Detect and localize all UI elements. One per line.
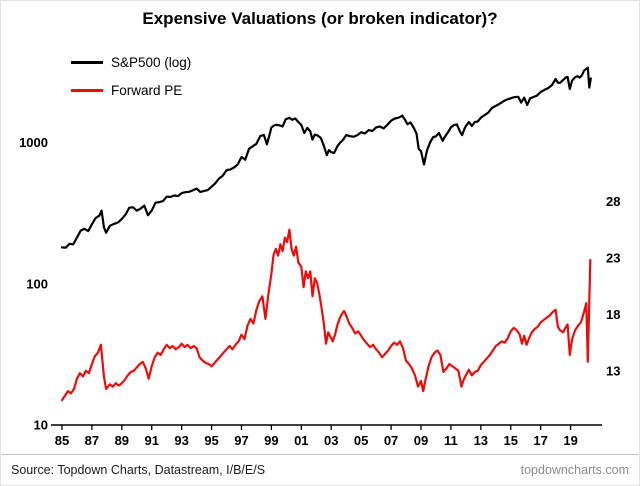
plot-area: 85 87 89 91 93 95 97 99 01 03 05 07 09 11 13 15 17 19 10 10… <box>1 41 639 456</box>
source-attribution: Source: Topdown Charts, Datastream, I/B/… <box>11 463 266 477</box>
right-tick-label: 23 <box>606 250 620 265</box>
x-tick-label: 87 <box>85 433 99 448</box>
legend-item-sp500: S&P500 (log) <box>71 55 191 70</box>
left-tick-label: 10 <box>34 418 48 433</box>
left-tick-label: 1000 <box>19 135 48 150</box>
x-tick-label: 11 <box>444 433 458 448</box>
sp500-line <box>60 66 592 249</box>
chart-svg: 85 87 89 91 93 95 97 99 01 03 05 07 09 11 13 15 17 19 10 10… <box>19 66 620 448</box>
x-tick-label: 95 <box>204 433 218 448</box>
x-tick-label: 09 <box>414 433 428 448</box>
right-tick-label: 18 <box>606 307 620 322</box>
x-tick-label: 05 <box>354 433 368 448</box>
x-tick-label: 17 <box>533 433 547 448</box>
chart-title: Expensive Valuations (or broken indicato… <box>142 9 498 28</box>
x-tick-label: 97 <box>234 433 248 448</box>
x-tick-label: 15 <box>504 433 518 448</box>
x-tick-label: 93 <box>174 433 188 448</box>
right-tick-label: 28 <box>606 194 620 209</box>
x-tick-label: 07 <box>384 433 398 448</box>
legend: S&P500 (log) Forward PE <box>71 55 191 98</box>
footer: Source: Topdown Charts, Datastream, I/B/… <box>1 454 639 485</box>
x-tick-label: 89 <box>115 433 129 448</box>
x-tick-label: 99 <box>264 433 278 448</box>
x-tick-label: 91 <box>145 433 159 448</box>
sp500-legend-label: S&P500 (log) <box>111 55 192 70</box>
legend-item-forward-pe: Forward PE <box>71 83 191 98</box>
x-tick-label: 85 <box>55 433 69 448</box>
forward-pe-line-swatch <box>71 89 103 92</box>
x-tick-label: 19 <box>563 433 577 448</box>
forward-pe-legend-label: Forward PE <box>111 83 183 98</box>
left-tick-label: 100 <box>26 276 48 291</box>
right-tick-label: 13 <box>606 363 620 378</box>
website-credit: topdowncharts.com <box>520 463 629 477</box>
x-tick-label: 03 <box>324 433 338 448</box>
forward-pe-line <box>60 228 592 402</box>
x-tick-label: 01 <box>294 433 308 448</box>
x-tick-label: 13 <box>474 433 488 448</box>
sp500-line-swatch <box>71 61 103 64</box>
